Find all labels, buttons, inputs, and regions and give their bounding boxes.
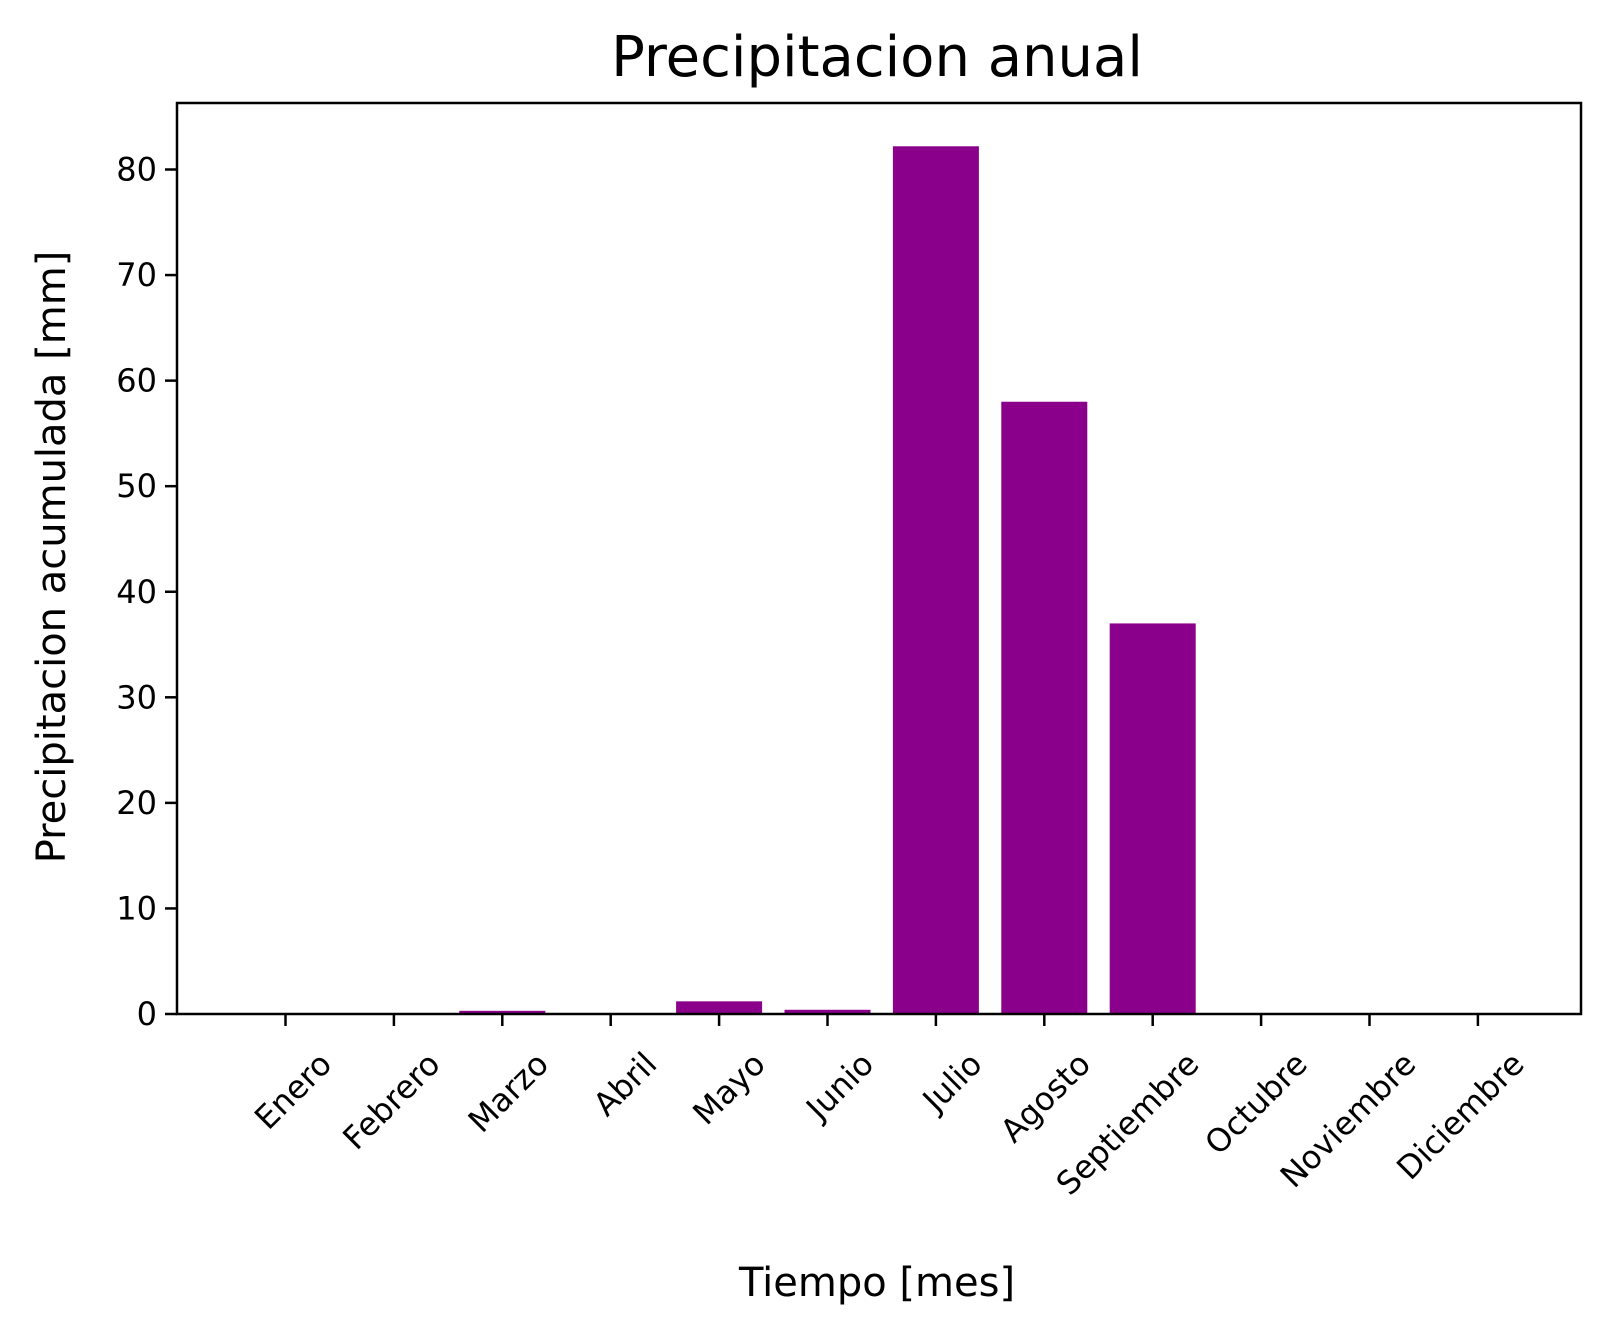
x-tick-label: Febrero xyxy=(335,1045,447,1157)
bar-septiembre xyxy=(1109,623,1196,1014)
y-tick-label: 0 xyxy=(137,995,157,1033)
x-tick-label: Marzo xyxy=(461,1045,556,1140)
y-tick-label: 50 xyxy=(116,467,157,505)
y-tick-label: 30 xyxy=(116,678,157,716)
bar-agosto xyxy=(1001,401,1088,1014)
x-tick-label: Julio xyxy=(914,1045,990,1121)
bar-junio xyxy=(784,1009,871,1014)
x-tick-label: Enero xyxy=(247,1045,339,1137)
y-tick-label: 80 xyxy=(116,151,157,189)
y-tick-label: 70 xyxy=(116,256,157,294)
y-axis-label: Precipitacion acumulada [mm] xyxy=(29,251,75,864)
plot-frame xyxy=(175,101,1583,1016)
x-tick-label: Agosto xyxy=(993,1045,1098,1150)
bar-marzo xyxy=(459,1010,546,1014)
x-axis-label: Tiempo [mes] xyxy=(738,1260,1015,1306)
y-tick-label: 10 xyxy=(116,889,157,927)
y-tick-label: 40 xyxy=(116,573,157,611)
bars-group xyxy=(459,146,1196,1015)
bar-julio xyxy=(892,146,979,1015)
y-axis-ticks: 0 10 20 30 40 50 60 70 80 xyxy=(116,151,177,1033)
x-tick-label: Mayo xyxy=(685,1045,772,1132)
y-tick-label: 20 xyxy=(116,784,157,822)
x-tick-label: Abril xyxy=(586,1045,665,1124)
bar-mayo xyxy=(676,1001,763,1014)
chart-title: Precipitacion anual xyxy=(611,25,1143,90)
y-tick-label: 60 xyxy=(116,362,157,400)
x-tick-label: Junio xyxy=(797,1045,881,1129)
